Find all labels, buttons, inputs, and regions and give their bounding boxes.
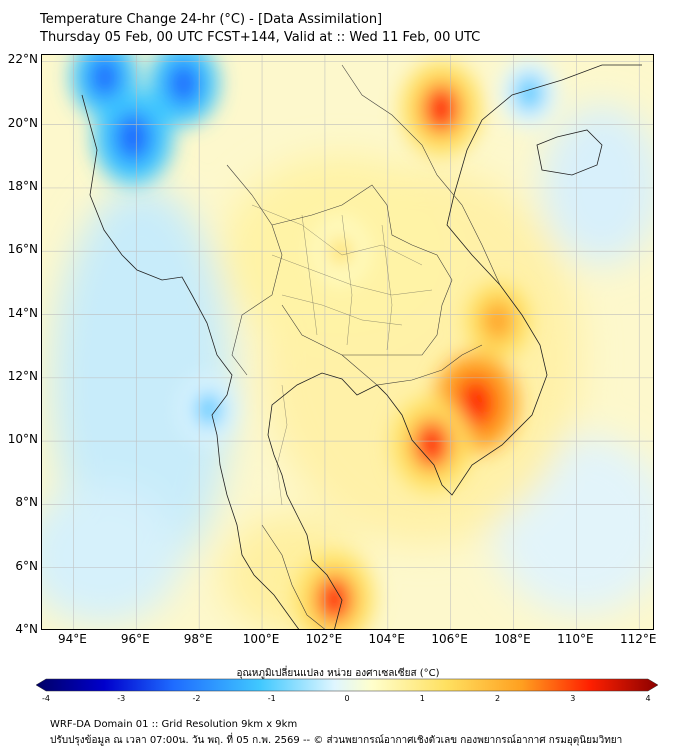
gulf-tonkin-cold [515, 74, 544, 112]
lon-tick-label: 100°E [242, 632, 280, 646]
andaman-cold [195, 391, 222, 428]
colorbar-tick-label: -1 [267, 694, 276, 703]
border-myanmar-thailand [226, 164, 283, 376]
coast-east [267, 64, 642, 629]
colorbar-tick-label: 0 [344, 694, 350, 703]
province-lines [251, 204, 433, 506]
northern-vietnam-warm [422, 84, 460, 134]
lon-tick-label: 106°E [431, 632, 468, 646]
lat-tick-label: 10°N [7, 432, 38, 447]
lon-tick-label: 94°E [57, 632, 87, 646]
lat-tick-label: 6°N [15, 558, 38, 573]
colorbar-tick-label: -4 [42, 694, 50, 703]
border-laos-vietnam [341, 64, 501, 286]
border-thailand-laos [271, 184, 453, 356]
colorbar-title: อุณหภูมิเปลี่ยนแปลง หน่วย องศาเซลเซียส (… [236, 668, 440, 679]
colorbar-tick-label: 3 [570, 694, 576, 703]
lon-tick-label: 98°E [183, 632, 213, 646]
anomaly-layer [71, 55, 559, 629]
lon-tick-label: 96°E [120, 632, 150, 646]
lat-tick-label: 4°N [15, 622, 38, 636]
lat-tick-label: 18°N [7, 178, 38, 193]
coast-west [81, 94, 300, 629]
coastlines [81, 64, 642, 629]
temperature-change-map [42, 55, 653, 629]
lon-tick-label: 110°E [557, 632, 594, 646]
lon-tick-label: 102°E [305, 632, 343, 646]
footer-credit: ปรับปรุงข้อมูล ณ เวลา 07:00น. วัน พฤ. ที… [50, 735, 623, 746]
border-thailand-malaysia [261, 524, 325, 629]
colorbar-tick-label: 2 [494, 694, 501, 703]
country-borders [226, 64, 501, 629]
colorbar-gradient [36, 678, 658, 692]
lon-tick-label: 108°E [494, 632, 531, 646]
border-cambodia [341, 344, 483, 386]
footer-model-info: WRF-DA Domain 01 :: Grid Resolution 9km … [50, 719, 298, 730]
lat-tick-label: 12°N [7, 368, 38, 383]
map-title: Temperature Change 24-hr (°C) - [Data As… [40, 12, 383, 27]
southern-vietnam-warm [456, 377, 496, 429]
lon-tick-label: 104°E [368, 632, 406, 646]
lon-tick-label: 112°E [620, 632, 657, 646]
myanmar-west-cold [114, 112, 152, 162]
lat-tick-label: 22°N [7, 52, 38, 67]
colorbar-tick-label: -3 [117, 694, 126, 703]
central-vietnam-warm [482, 300, 513, 341]
lat-tick-label: 16°N [7, 242, 38, 257]
map-subtitle: Thursday 05 Feb, 00 UTC FCST+144, Valid … [40, 30, 481, 45]
colorbar-tick-label: 1 [419, 694, 425, 703]
lat-tick-label: 14°N [7, 305, 38, 320]
malay-peninsula-warm [316, 575, 353, 624]
hainan-island [536, 129, 603, 176]
mekong-delta-warm [413, 419, 451, 469]
lat-tick-label: 8°N [15, 495, 38, 510]
lat-tick-label: 20°N [7, 115, 38, 130]
myanmar-center-cold [89, 56, 121, 99]
colorbar-tick-label: -2 [192, 694, 201, 703]
graticule [42, 55, 653, 629]
colorbar-tick-label: 4 [645, 694, 651, 703]
colorbar [36, 678, 658, 692]
myanmar-north-cold [166, 61, 200, 106]
map-panel [41, 54, 654, 630]
